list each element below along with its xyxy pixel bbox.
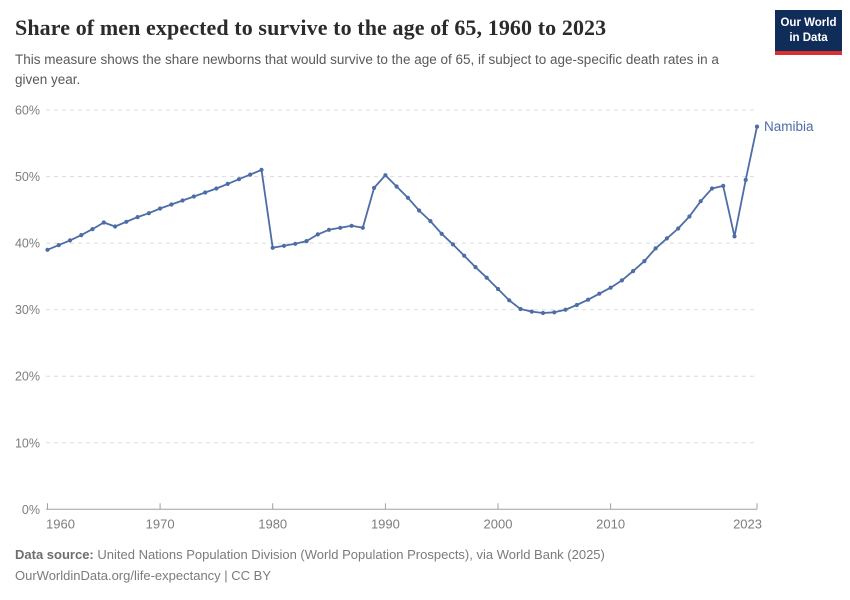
x-tick-label: 1970	[146, 516, 175, 531]
y-gridlines: 0% 10% 20% 30% 40% 50% 60%	[15, 104, 757, 517]
x-axis: 1960 1970 1980 1990 2000 2010 2023	[46, 503, 762, 531]
y-tick-label: 50%	[15, 170, 40, 184]
x-tick-label: 1960	[46, 516, 75, 531]
chart-subtitle: This measure shows the share newborns th…	[15, 51, 719, 87]
citation-line: OurWorldinData.org/life-expectancy | CC …	[15, 568, 272, 584]
data-source-line: Data source: United Nations Population D…	[15, 544, 835, 565]
logo-line-2: in Data	[789, 31, 828, 44]
y-tick-label: 30%	[15, 303, 40, 317]
y-tick-label: 60%	[15, 104, 40, 118]
chart-canvas[interactable]: 0% 10% 20% 30% 40% 50% 60% 1960 1970 1980 1990 2000…	[0, 95, 850, 547]
chart-footer: Data source: United Nations Population D…	[15, 544, 835, 587]
series-line-namibia	[46, 125, 758, 314]
data-source-text: United Nations Population Division (Worl…	[97, 547, 605, 562]
x-tick-label: 1990	[371, 516, 400, 531]
x-tick-label: 2000	[484, 516, 513, 531]
series-markers-namibia	[45, 124, 760, 316]
logo-line-1: Our World	[780, 17, 837, 29]
line-chart[interactable]: 0% 10% 20% 30% 40% 50% 60% 1960 1970 1980 1990 2000…	[0, 95, 850, 547]
y-tick-label: 10%	[15, 436, 40, 450]
data-source-label: Data source:	[15, 547, 94, 562]
x-tick-label: 2010	[596, 516, 625, 531]
chart-header: Share of men expected to survive to the …	[0, 0, 850, 90]
owid-logo[interactable]: Our World in Data	[775, 10, 842, 55]
page-title: Share of men expected to survive to the …	[15, 15, 607, 40]
y-tick-label: 40%	[15, 237, 40, 251]
x-tick-label: 2023	[733, 516, 762, 531]
y-tick-label: 0%	[22, 503, 40, 517]
series-end-label: Namibia	[764, 119, 814, 134]
x-tick-label: 1980	[258, 516, 287, 531]
y-tick-label: 20%	[15, 370, 40, 384]
